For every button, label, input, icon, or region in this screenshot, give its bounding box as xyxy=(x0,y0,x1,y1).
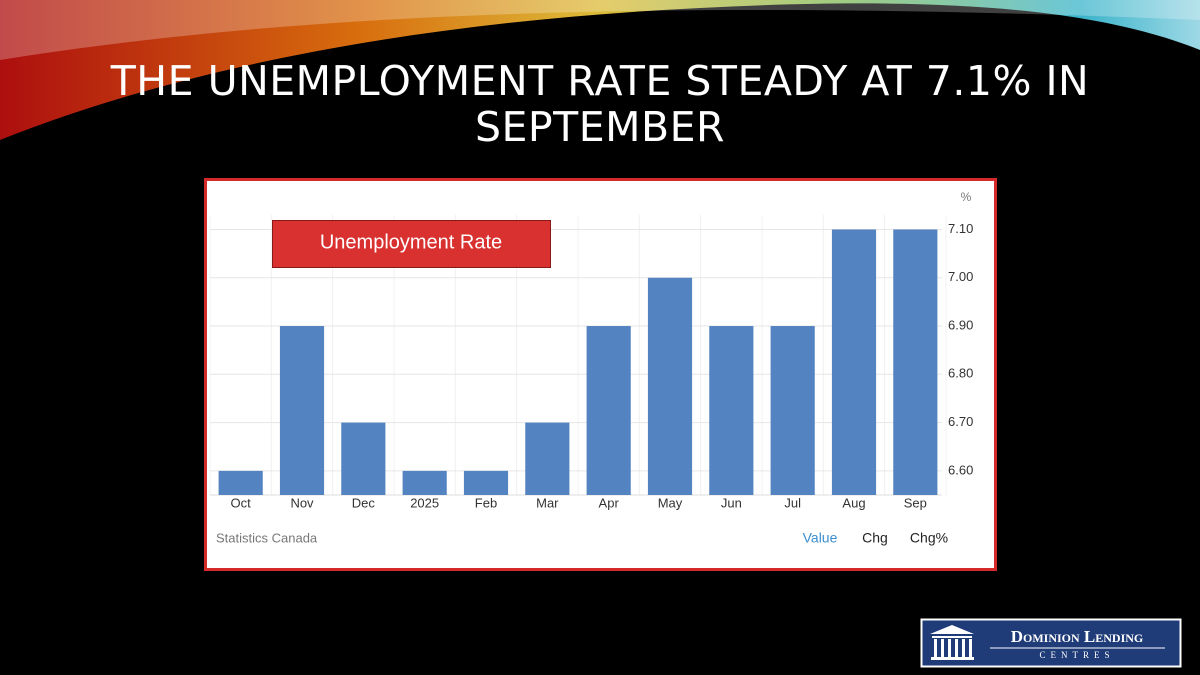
unit-label: % xyxy=(961,190,972,204)
y-tick-label: 6.90 xyxy=(948,317,973,332)
y-tick-label: 6.70 xyxy=(948,414,973,429)
y-tick-label: 7.10 xyxy=(948,221,973,236)
x-tick-label: Oct xyxy=(231,495,252,510)
logo-icon xyxy=(930,625,974,660)
y-tick-label: 6.60 xyxy=(948,462,973,477)
bar xyxy=(341,422,386,495)
legend-label: Unemployment Rate xyxy=(320,231,502,253)
logo-subtitle: CENTRES xyxy=(1039,650,1114,660)
bar xyxy=(893,229,938,495)
bar xyxy=(709,326,754,495)
slide-title: THE UNEMPLOYMENT RATE STEADY AT 7.1% IN … xyxy=(110,57,1090,151)
decor-swoosh xyxy=(0,0,1200,60)
bar xyxy=(586,326,631,495)
x-tick-label: Mar xyxy=(536,495,559,510)
y-tick-label: 7.00 xyxy=(948,269,973,284)
x-tick-label: Aug xyxy=(842,495,865,510)
x-tick-label: Sep xyxy=(904,495,927,510)
x-tick-label: Feb xyxy=(475,495,497,510)
tab[interactable]: Chg xyxy=(862,530,888,546)
bar xyxy=(647,277,693,495)
x-tick-label: Jul xyxy=(784,495,801,510)
bar xyxy=(279,326,325,495)
bar xyxy=(402,470,447,495)
source: Statistics Canada xyxy=(216,530,318,545)
bar xyxy=(218,470,263,495)
x-tick-label: Nov xyxy=(290,495,314,510)
bar xyxy=(831,229,877,495)
x-tick-label: Jun xyxy=(721,495,742,510)
bar xyxy=(770,326,815,495)
logo: Dominion Lending CENTRES xyxy=(920,618,1182,668)
logo-name: Dominion Lending xyxy=(1011,627,1144,646)
x-tick-label: 2025 xyxy=(410,495,439,510)
tab[interactable]: Chg% xyxy=(910,530,948,546)
bar xyxy=(463,470,509,495)
y-tick-label: 6.80 xyxy=(948,366,973,381)
decor-swoosh xyxy=(0,0,1200,140)
x-tick-label: Apr xyxy=(599,495,620,510)
tab[interactable]: Value xyxy=(803,530,838,546)
legend-box xyxy=(272,220,551,268)
x-tick-label: Dec xyxy=(352,495,376,510)
bar xyxy=(525,422,570,495)
x-tick-label: May xyxy=(658,495,683,510)
